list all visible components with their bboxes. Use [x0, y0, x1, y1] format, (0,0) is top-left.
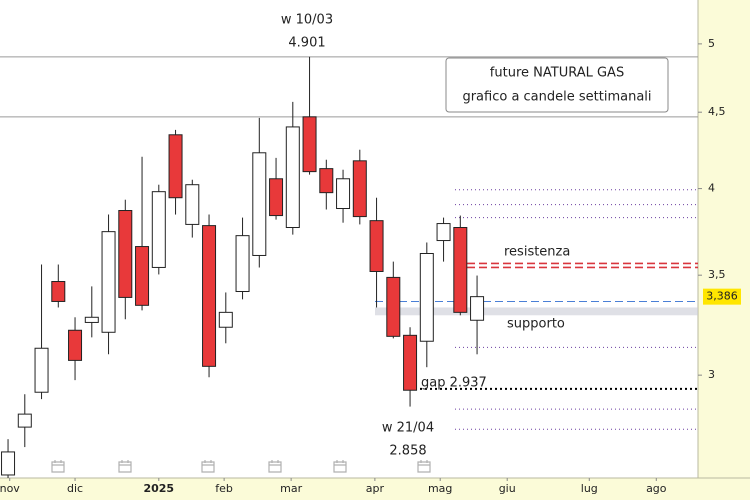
candle-body [101, 231, 116, 333]
candle-body [336, 178, 351, 210]
title-box [445, 57, 669, 113]
candle [17, 394, 32, 448]
annotation: w 21/04 [382, 421, 434, 436]
candle-body [419, 252, 434, 342]
candle-body [269, 178, 284, 217]
candle [285, 101, 300, 235]
candle [84, 286, 99, 338]
candle [470, 275, 485, 355]
candle [1, 439, 16, 478]
candle [118, 199, 133, 320]
candle [369, 197, 384, 308]
candle [101, 214, 116, 355]
annotation: resistenza [504, 245, 570, 260]
candle-body [386, 276, 401, 337]
candle-body [135, 246, 150, 306]
candle [252, 117, 267, 268]
x-tick-label: mar [280, 482, 302, 495]
chart-title: future NATURAL GAS [490, 66, 624, 81]
candle [135, 156, 150, 311]
x-axis-panel [0, 478, 750, 500]
event-icons [51, 460, 431, 473]
y-tick-label: 4 [708, 182, 715, 195]
candle-body [218, 311, 233, 328]
y-axis-panel [698, 0, 750, 500]
candle-body [285, 126, 300, 229]
annotation: w 10/03 [281, 13, 333, 28]
candle-body [185, 184, 200, 225]
candle-body [51, 281, 66, 302]
candle [336, 169, 351, 223]
candle-body [118, 210, 133, 298]
x-tick-label: nov [0, 482, 20, 495]
annotation: supporto [507, 317, 565, 332]
candle [302, 56, 317, 175]
support-band [375, 307, 698, 316]
candle [185, 179, 200, 238]
candle [68, 317, 83, 381]
event-icon [333, 460, 347, 473]
last-price-label: 3,386 [706, 290, 738, 303]
candle [168, 129, 183, 215]
candle [319, 159, 334, 210]
candle-body [252, 152, 267, 256]
candle [202, 214, 217, 378]
chart-subtitle: grafico a candele settimanali [462, 90, 651, 105]
candle-body [68, 329, 83, 361]
y-tick-label: 3,5 [708, 268, 726, 281]
candle-body [1, 451, 16, 476]
plot-area [0, 56, 698, 478]
event-icon [51, 460, 65, 473]
candle [151, 184, 166, 275]
candle [218, 292, 233, 344]
candle-body [436, 223, 451, 242]
x-tick-label: 2025 [143, 482, 174, 495]
candle [235, 217, 250, 300]
candle-body [235, 235, 250, 293]
x-tick-label: apr [366, 482, 385, 495]
candle-body [17, 413, 32, 428]
x-tick-label: giu [499, 482, 516, 495]
x-tick-label: lug [581, 482, 598, 495]
candle [269, 157, 284, 220]
x-tick-label: feb [215, 482, 233, 495]
candle [51, 264, 66, 308]
y-tick-label: 3 [708, 368, 715, 381]
candle [386, 261, 401, 339]
candle [436, 217, 451, 262]
candle-body [470, 296, 485, 321]
event-icon [201, 460, 215, 473]
candle-body [352, 160, 367, 218]
x-tick-label: ago [646, 482, 667, 495]
candle [34, 264, 49, 400]
candle-body [168, 134, 183, 199]
candle [453, 215, 468, 316]
candle-body [319, 168, 334, 194]
candle [403, 327, 418, 407]
candle-body [369, 220, 384, 272]
candle-body [302, 116, 317, 173]
candle-body [84, 316, 99, 323]
candle-body [453, 227, 468, 313]
candle [352, 149, 367, 225]
candle-body [403, 334, 418, 391]
event-icon [118, 460, 132, 473]
event-icon [417, 460, 431, 473]
event-icon [268, 460, 282, 473]
last-price-box [703, 288, 741, 305]
x-tick-label: dic [67, 482, 83, 495]
candle-body [202, 225, 217, 367]
candle-body [151, 191, 166, 268]
annotation: 2.858 [389, 444, 426, 459]
y-tick-label: 5 [708, 37, 715, 50]
annotation: 4.901 [288, 36, 325, 51]
candle [419, 242, 434, 368]
annotation: gap 2.937 [421, 376, 487, 391]
x-tick-label: mag [428, 482, 452, 495]
y-tick-label: 4,5 [708, 105, 726, 118]
candle-body [34, 347, 49, 393]
